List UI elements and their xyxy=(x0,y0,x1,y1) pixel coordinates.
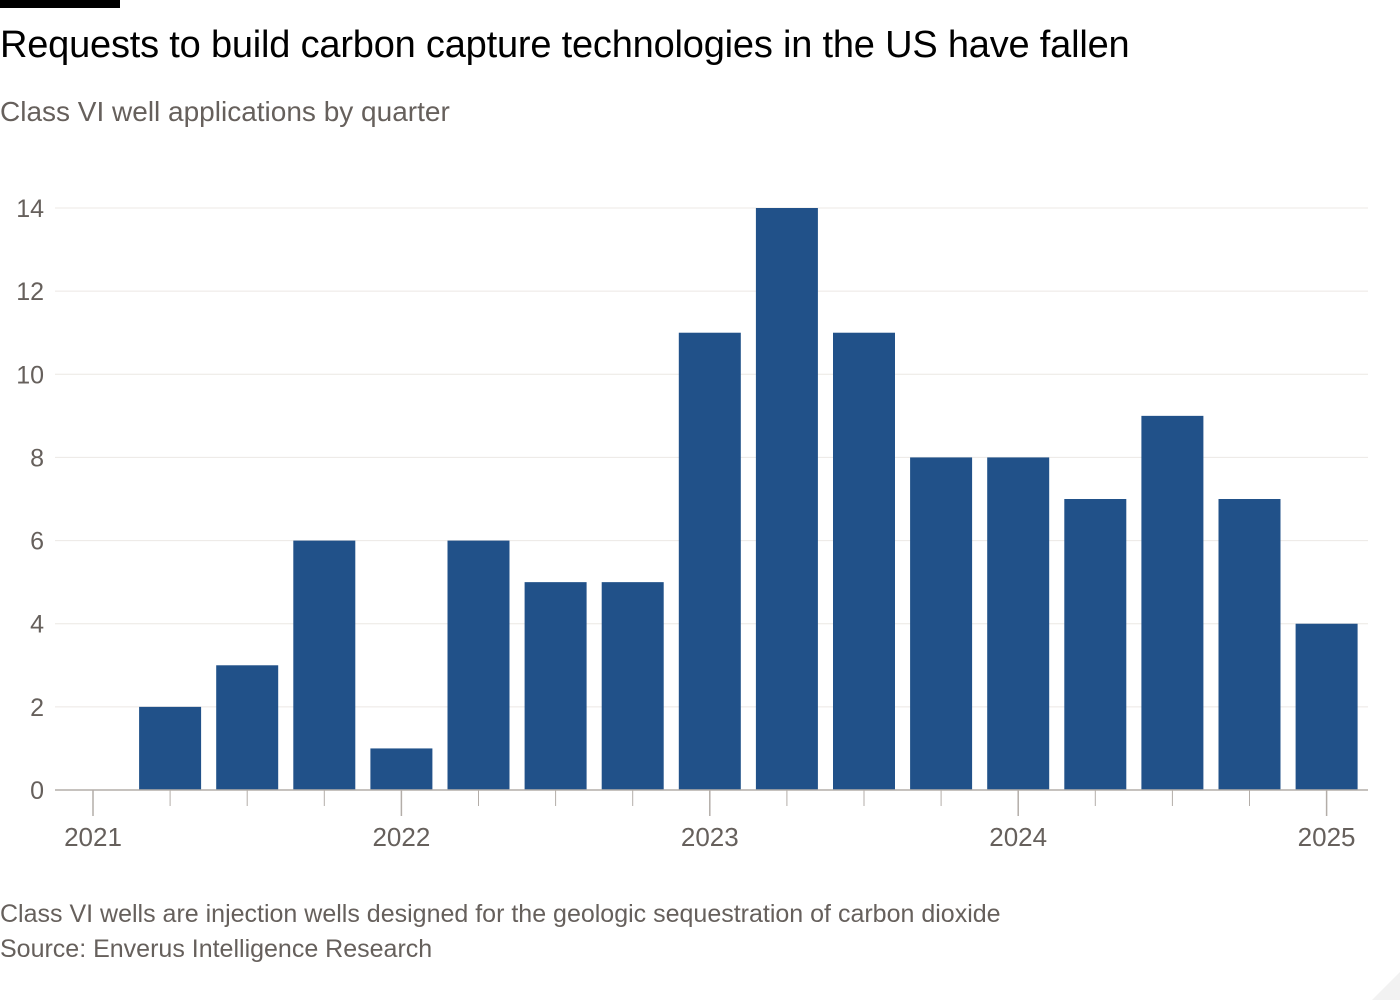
x-tick-label-2022: 2022 xyxy=(372,822,430,852)
y-tick-label-4: 4 xyxy=(30,611,44,639)
y-tick-label-8: 8 xyxy=(30,444,44,472)
x-tick-label-2024: 2024 xyxy=(989,822,1047,852)
bar-2023-q4 xyxy=(910,457,973,790)
y-tick-label-6: 6 xyxy=(30,528,44,556)
bar-2024-q4 xyxy=(1218,499,1281,790)
bar-2024-q3 xyxy=(1141,415,1204,790)
y-tick-label-12: 12 xyxy=(16,278,44,306)
bar-2021-q2 xyxy=(139,706,202,790)
top-accent-bar xyxy=(0,0,120,8)
bar-2021-q3 xyxy=(216,665,279,790)
x-axis xyxy=(55,789,1368,816)
bar-2023-q3 xyxy=(833,332,895,790)
bar-2024-q1 xyxy=(987,457,1050,790)
y-tick-label-14: 14 xyxy=(16,195,44,223)
bar-2021-q4 xyxy=(293,540,356,790)
bar-2023-q2 xyxy=(755,208,818,790)
source-note: Source: Enverus Intelligence Research xyxy=(0,935,433,963)
y-tick-label-10: 10 xyxy=(16,361,44,389)
x-tick-label-2023: 2023 xyxy=(681,822,739,852)
bar-2022-q4 xyxy=(601,582,664,790)
bar-2022-q2 xyxy=(447,540,510,790)
chart-title: Requests to build carbon capture technol… xyxy=(0,24,1130,66)
bar-chart: 0 2 4 6 8 10 12 14 2021 2022 2023 2024 2025 xyxy=(16,195,1368,852)
bar-2024-q2 xyxy=(1064,499,1127,790)
bar-2025-q1 xyxy=(1295,623,1358,790)
x-tick-label-2025: 2025 xyxy=(1298,822,1356,852)
bar-2022-q3 xyxy=(524,582,587,790)
footnote: Class VI wells are injection wells desig… xyxy=(0,900,1001,928)
chart-footer: Class VI wells are injection wells desig… xyxy=(0,897,1001,967)
corner-decoration xyxy=(1372,972,1400,1000)
chart-subtitle: Class VI well applications by quarter xyxy=(0,96,450,127)
x-tick-label-2021: 2021 xyxy=(64,822,122,852)
y-tick-label-2: 2 xyxy=(30,694,44,722)
bar-2022-q1 xyxy=(370,748,433,790)
tick-labels: 0 2 4 6 8 10 12 14 2021 2022 2023 2024 2025 xyxy=(16,195,1355,852)
bar-2023-q1 xyxy=(678,332,741,790)
bars xyxy=(139,208,1358,790)
y-tick-label-0: 0 xyxy=(30,777,44,805)
